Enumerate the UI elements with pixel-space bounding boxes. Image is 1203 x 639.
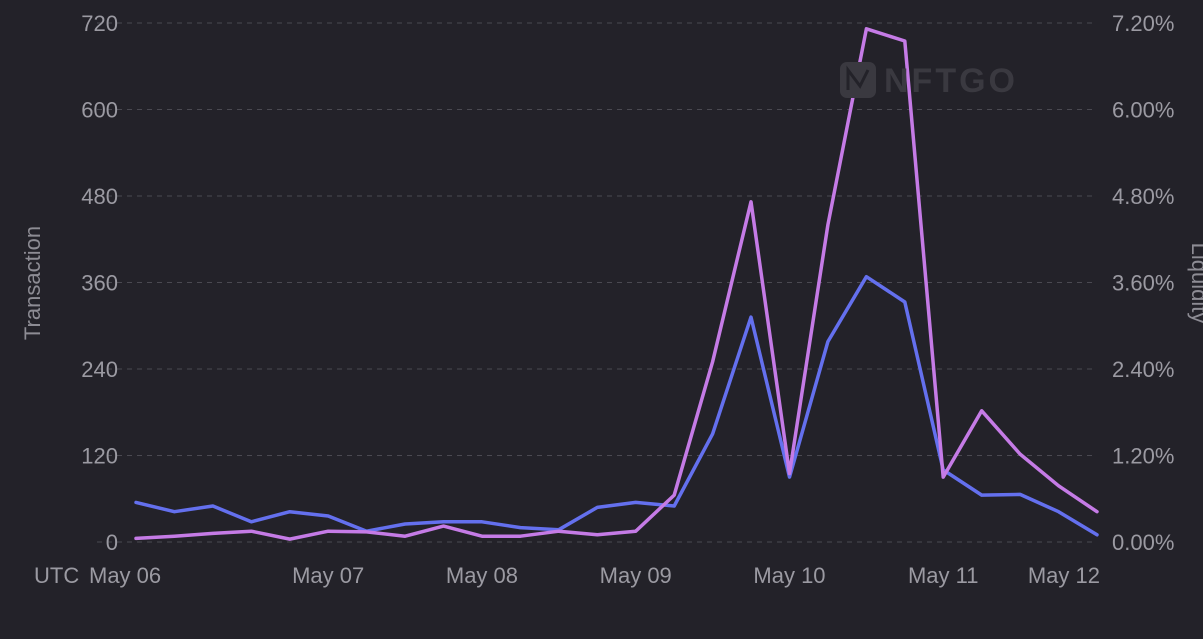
right-axis-ticks: 0.00% 1.20% 2.40% 3.60% 4.80% 6.00% 7.20% bbox=[1112, 11, 1174, 555]
right-tick-label: 2.40% bbox=[1112, 357, 1174, 382]
nftgo-watermark: NFTGO bbox=[840, 62, 1018, 100]
nftgo-logo-mark bbox=[846, 65, 870, 90]
left-tick-label: 0 bbox=[106, 530, 118, 555]
x-tick-label: May 07 bbox=[292, 563, 364, 588]
left-tick-label: 720 bbox=[81, 11, 118, 36]
x-tick-label: May 11 bbox=[908, 563, 979, 588]
y-axis-label-right: Liquidity bbox=[1187, 243, 1203, 324]
right-tick-label: 6.00% bbox=[1112, 98, 1174, 123]
x-axis-ticks: May 06 May 07 May 08 May 09 May 10 May 11 May … bbox=[89, 563, 1100, 588]
grid-lines bbox=[97, 22, 1097, 543]
timezone-label: UTC bbox=[34, 563, 79, 588]
left-tick-label: 480 bbox=[81, 184, 118, 209]
left-tick-label: 360 bbox=[81, 271, 118, 296]
left-axis-ticks: 0 120 240 360 480 600 720 bbox=[81, 11, 118, 555]
left-tick-label: 240 bbox=[81, 357, 118, 382]
right-tick-label: 0.00% bbox=[1112, 530, 1174, 555]
x-tick-label: May 06 bbox=[89, 563, 161, 588]
left-tick-label: 120 bbox=[81, 444, 118, 469]
x-tick-label: May 09 bbox=[600, 563, 672, 588]
right-tick-label: 4.80% bbox=[1112, 184, 1174, 209]
x-tick-label: May 12 bbox=[1028, 563, 1100, 588]
right-tick-label: 7.20% bbox=[1112, 11, 1174, 36]
series-line-transaction bbox=[134, 274, 1099, 537]
series-line-liquidity bbox=[134, 27, 1099, 541]
right-tick-label: 3.60% bbox=[1112, 271, 1174, 296]
right-tick-label: 1.20% bbox=[1112, 444, 1174, 469]
x-tick-label: May 08 bbox=[446, 563, 518, 588]
nftgo-logo-icon bbox=[840, 62, 876, 98]
y-axis-label-left: Transaction bbox=[20, 226, 45, 340]
watermark-text: NFTGO bbox=[884, 62, 1018, 100]
series-lines bbox=[134, 27, 1099, 541]
x-tick-label: May 10 bbox=[753, 563, 825, 588]
left-tick-label: 600 bbox=[81, 98, 118, 123]
